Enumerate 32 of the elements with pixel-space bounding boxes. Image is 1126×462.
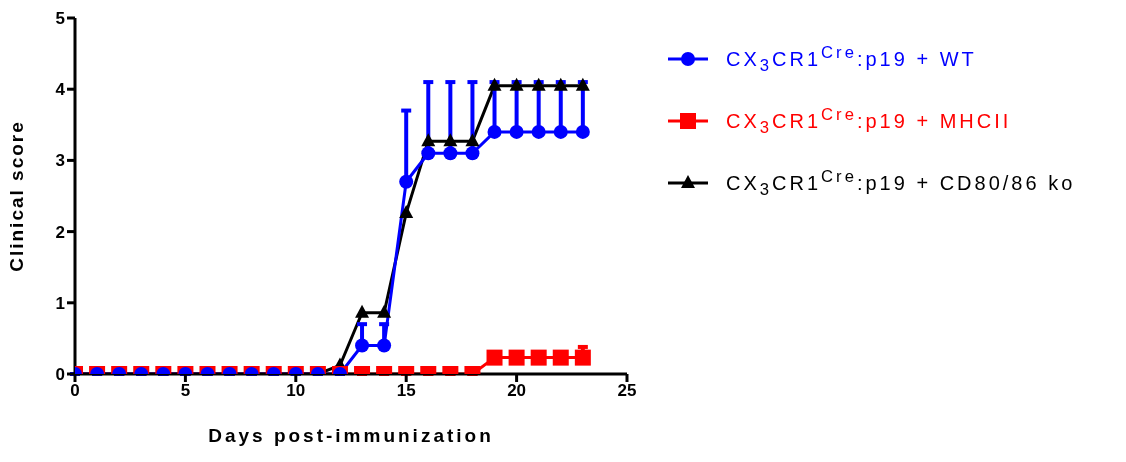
y-tick-label: 2 [55, 222, 65, 242]
point [355, 304, 370, 318]
point [531, 124, 546, 139]
x-tick-label: 20 [507, 381, 527, 401]
x-axis-title: Days post-immunization [208, 425, 494, 446]
point [465, 133, 480, 147]
point [465, 146, 480, 161]
point [443, 146, 458, 161]
point [421, 133, 436, 147]
x-tick-label: 15 [396, 381, 416, 401]
y-tick-label: 0 [55, 365, 65, 385]
point [509, 124, 524, 139]
legend-label: CX$_{3}$CR1$^{Cre}$:p19 + CD80/86 ko [726, 166, 1076, 200]
x-tick-label: 0 [70, 381, 80, 401]
x-tick-label: 5 [180, 381, 191, 401]
legend-label: CX$_{3}$CR1$^{Cre}$:p19 + MHCII [726, 104, 1012, 138]
x-tick-label: 25 [617, 381, 637, 401]
point [399, 205, 414, 219]
point [443, 133, 458, 147]
y-axis-title: Clinical score [5, 120, 27, 272]
y-tick-label: 4 [55, 80, 66, 100]
x-tick-label: 10 [286, 381, 306, 401]
point [399, 174, 414, 189]
point [575, 124, 590, 139]
legend-label: CX$_{3}$CR1$^{Cre}$:p19 + WT [726, 42, 977, 76]
point [377, 304, 392, 318]
point [487, 124, 502, 139]
y-tick-label: 3 [55, 151, 65, 171]
y-tick-label: 1 [55, 293, 65, 313]
point [553, 124, 568, 139]
point [421, 146, 436, 161]
y-tick-label: 5 [55, 9, 65, 29]
